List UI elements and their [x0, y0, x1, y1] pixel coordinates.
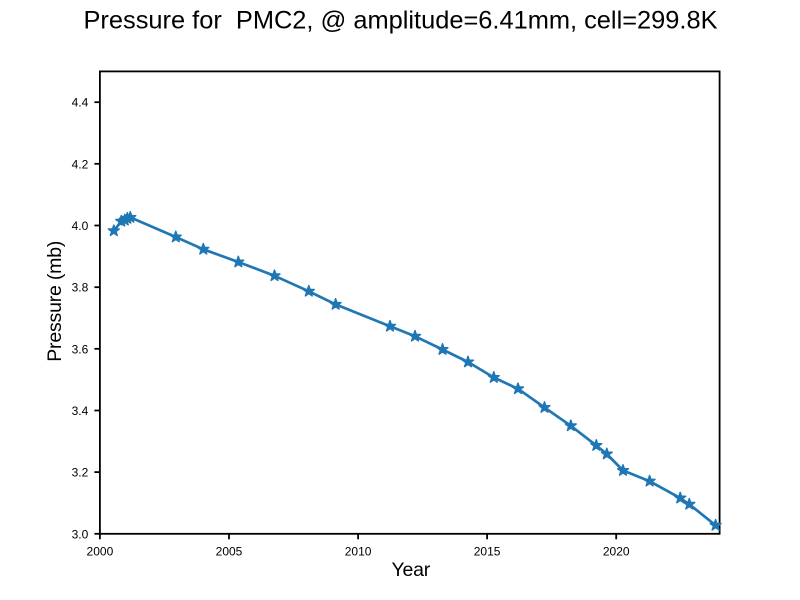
svg-text:4.4: 4.4	[72, 96, 89, 110]
svg-text:Pressure (mb): Pressure (mb)	[44, 241, 66, 362]
svg-text:4.2: 4.2	[72, 157, 89, 171]
svg-text:Year: Year	[391, 559, 430, 581]
svg-text:3.8: 3.8	[72, 281, 89, 295]
svg-text:3.0: 3.0	[72, 527, 89, 541]
svg-text:2015: 2015	[474, 544, 501, 558]
svg-text:2000: 2000	[87, 544, 114, 558]
svg-text:Pressure for PMC2, @ amplitud: Pressure for PMC2, @ amplitude=6.41mm, c…	[83, 7, 717, 35]
svg-text:3.4: 3.4	[72, 404, 89, 418]
svg-text:2020: 2020	[603, 544, 630, 558]
svg-text:3.6: 3.6	[72, 342, 89, 356]
svg-text:2010: 2010	[345, 544, 372, 558]
svg-text:2005: 2005	[216, 544, 243, 558]
svg-text:3.2: 3.2	[72, 466, 89, 480]
svg-text:4.0: 4.0	[72, 219, 89, 233]
